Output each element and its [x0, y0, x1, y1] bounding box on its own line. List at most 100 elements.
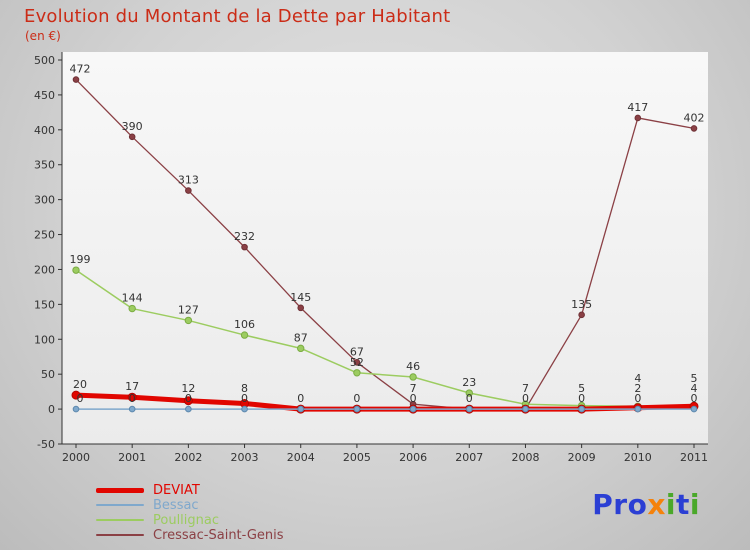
data-point-bessac: [354, 406, 360, 412]
debt-line-chart: -500501001502002503003504004505002000200…: [0, 0, 750, 475]
data-point-bessac: [635, 406, 641, 412]
data-point-bessac: [523, 406, 529, 412]
logo-letter: i: [666, 488, 676, 521]
y-axis-tick-label: 350: [34, 159, 55, 172]
value-label: 4: [634, 372, 641, 385]
y-axis-tick-label: 250: [34, 229, 55, 242]
value-label: 0: [353, 392, 360, 405]
value-label: 313: [178, 174, 199, 187]
legend-label-deviat: DEVIAT: [153, 483, 200, 498]
data-point-cressac-saint-genis: [579, 312, 585, 318]
data-point-poullignac: [298, 345, 304, 351]
data-point-poullignac: [354, 370, 360, 376]
y-axis-tick-label: 150: [34, 298, 55, 311]
x-axis-tick-label: 2000: [62, 451, 90, 464]
chart-page: Evolution du Montant de la Dette par Hab…: [0, 0, 750, 550]
value-label: 0: [241, 392, 248, 405]
y-axis-tick-label: -50: [37, 438, 55, 451]
data-point-cressac-saint-genis: [298, 305, 304, 311]
x-axis-tick-label: 2002: [174, 451, 202, 464]
y-axis-tick-label: 300: [34, 194, 55, 207]
value-label: 67: [350, 345, 364, 358]
value-label: 5: [578, 382, 585, 395]
data-point-bessac: [410, 406, 416, 412]
x-axis-tick-label: 2011: [680, 451, 708, 464]
chart-legend: DEVIATBessacPoullignacCressac-Saint-Geni…: [96, 483, 284, 542]
data-point-bessac: [129, 406, 135, 412]
value-label: 5: [691, 372, 698, 385]
logo-letter: Pro: [592, 488, 647, 521]
legend-swatch-bessac: [96, 504, 144, 506]
data-point-bessac: [579, 406, 585, 412]
logo-letter: t: [676, 488, 690, 521]
x-axis-tick-label: 2005: [343, 451, 371, 464]
data-point-cressac-saint-genis: [242, 244, 248, 250]
legend-label-bessac: Bessac: [153, 498, 199, 513]
logo-letter: x: [647, 488, 666, 521]
x-axis-tick-label: 2006: [399, 451, 427, 464]
value-label: 0: [129, 392, 136, 405]
value-label: 23: [462, 376, 476, 389]
value-label: 417: [627, 101, 648, 114]
data-point-cressac-saint-genis: [635, 115, 641, 121]
data-point-poullignac: [129, 305, 135, 311]
data-point-bessac: [186, 406, 192, 412]
data-point-poullignac: [73, 267, 79, 273]
data-point-bessac: [691, 406, 697, 412]
y-axis-tick-label: 0: [48, 403, 55, 416]
data-point-poullignac: [410, 374, 416, 380]
data-point-poullignac: [241, 332, 247, 338]
value-label: 402: [684, 111, 705, 124]
y-axis-tick-label: 400: [34, 124, 55, 137]
data-point-cressac-saint-genis: [186, 188, 192, 194]
value-label: 0: [297, 392, 304, 405]
data-point-poullignac: [185, 317, 191, 323]
y-axis-tick-label: 450: [34, 89, 55, 102]
value-label: 0: [77, 392, 84, 405]
legend-item-cressac-saint-genis: Cressac-Saint-Genis: [96, 528, 284, 542]
value-label: 87: [294, 331, 308, 344]
value-label: 145: [290, 291, 311, 304]
legend-item-poullignac: Poullignac: [96, 513, 284, 527]
data-point-bessac: [242, 406, 248, 412]
x-axis-tick-label: 2008: [511, 451, 539, 464]
y-axis-tick-label: 100: [34, 333, 55, 346]
y-axis-tick-label: 500: [34, 54, 55, 67]
x-axis-tick-label: 2001: [118, 451, 146, 464]
value-label: 199: [70, 253, 91, 266]
value-label: 0: [634, 392, 641, 405]
value-label: 106: [234, 318, 255, 331]
value-label: 7: [410, 382, 417, 395]
value-label: 0: [185, 392, 192, 405]
value-label: 144: [122, 292, 143, 305]
value-label: 0: [691, 392, 698, 405]
plot-area: [62, 52, 708, 444]
legend-label-cressac-saint-genis: Cressac-Saint-Genis: [153, 528, 284, 543]
y-axis-tick-label: 50: [41, 368, 55, 381]
value-label: 390: [122, 120, 143, 133]
logo-letter: i: [690, 488, 700, 521]
y-axis-tick-label: 200: [34, 263, 55, 276]
legend-swatch-deviat: [96, 488, 144, 493]
value-label: 0: [466, 392, 473, 405]
data-point-cressac-saint-genis: [129, 134, 135, 140]
x-axis-tick-label: 2007: [455, 451, 483, 464]
value-label: 7: [522, 382, 529, 395]
value-label: 46: [406, 360, 420, 373]
legend-swatch-cressac-saint-genis: [96, 534, 144, 536]
x-axis-tick-label: 2003: [231, 451, 259, 464]
x-axis-tick-label: 2004: [287, 451, 315, 464]
data-point-cressac-saint-genis: [73, 77, 79, 83]
proxiti-logo: Proxiti: [592, 488, 700, 521]
x-axis-tick-label: 2009: [568, 451, 596, 464]
data-point-bessac: [73, 406, 79, 412]
data-point-bessac: [466, 406, 472, 412]
legend-item-deviat: DEVIAT: [96, 483, 284, 497]
value-label: 127: [178, 303, 199, 316]
value-label: 135: [571, 298, 592, 311]
data-point-cressac-saint-genis: [691, 126, 697, 132]
value-label: 20: [73, 378, 87, 391]
legend-item-bessac: Bessac: [96, 498, 284, 512]
legend-swatch-poullignac: [96, 519, 144, 521]
value-label: 232: [234, 230, 255, 243]
